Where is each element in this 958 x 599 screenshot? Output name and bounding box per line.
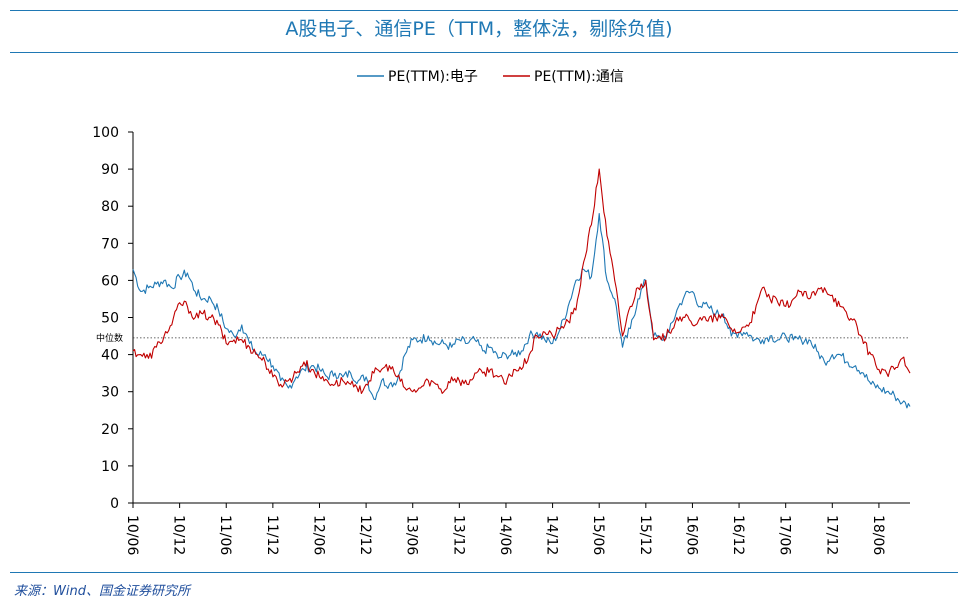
- legend-label-telecom: PE(TTM):通信: [534, 69, 624, 85]
- y-tick-label: 20: [101, 422, 119, 438]
- x-tick-label: 16/12: [730, 515, 746, 555]
- y-tick-label: 40: [101, 348, 119, 364]
- legend: PE(TTM):电子 PE(TTM):通信: [357, 69, 624, 85]
- x-tick-label: 17/06: [777, 515, 793, 555]
- median-label: 中位数: [96, 332, 123, 344]
- x-tick-label: 15/06: [590, 515, 606, 555]
- y-axis: 0 10 20 30 40 50 60 70 80 90 100: [92, 125, 134, 512]
- legend-label-electronics: PE(TTM):电子: [388, 69, 478, 85]
- series-lines: [132, 168, 911, 409]
- y-tick-label: 100: [92, 125, 119, 141]
- series-line-electronics: [132, 213, 911, 409]
- header-bottom-rule: [10, 52, 958, 53]
- x-tick-label: 11/06: [217, 515, 233, 555]
- source-note: 来源：Wind、国金证券研究所: [14, 584, 190, 599]
- x-tick-label: 17/12: [823, 515, 839, 555]
- x-tick-label: 10/06: [124, 515, 140, 555]
- x-tick-label: 18/06: [870, 515, 886, 555]
- x-axis: 10/06 10/12 11/06 11/12 12/06 12/12 13/06 13/12…: [124, 502, 910, 555]
- y-tick-label: 30: [101, 385, 119, 401]
- chart-title: A股电子、通信PE（TTM，整体法，剔除负值): [285, 18, 673, 40]
- x-tick-label: 12/12: [357, 515, 373, 555]
- x-tick-label: 16/06: [683, 515, 699, 555]
- x-tick-label: 10/12: [171, 515, 187, 555]
- y-tick-label: 0: [110, 496, 119, 512]
- x-tick-label: 15/12: [637, 515, 653, 555]
- x-tick-label: 14/12: [544, 515, 560, 555]
- x-tick-label: 13/06: [404, 515, 420, 555]
- y-tick-label: 80: [101, 199, 119, 215]
- x-tick-label: 14/06: [497, 515, 513, 555]
- x-tick-label: 13/12: [450, 515, 466, 555]
- y-tick-label: 60: [101, 273, 119, 289]
- series-line-telecom: [132, 168, 911, 395]
- footer-rule: [10, 572, 958, 573]
- y-tick-label: 90: [101, 162, 119, 178]
- x-tick-label: 12/06: [310, 515, 326, 555]
- median-reference: 中位数: [96, 332, 910, 344]
- header-top-rule: [10, 10, 958, 11]
- y-tick-label: 70: [101, 236, 119, 252]
- y-tick-label: 50: [101, 311, 119, 327]
- y-tick-label: 10: [101, 459, 119, 475]
- x-tick-label: 11/12: [264, 515, 280, 555]
